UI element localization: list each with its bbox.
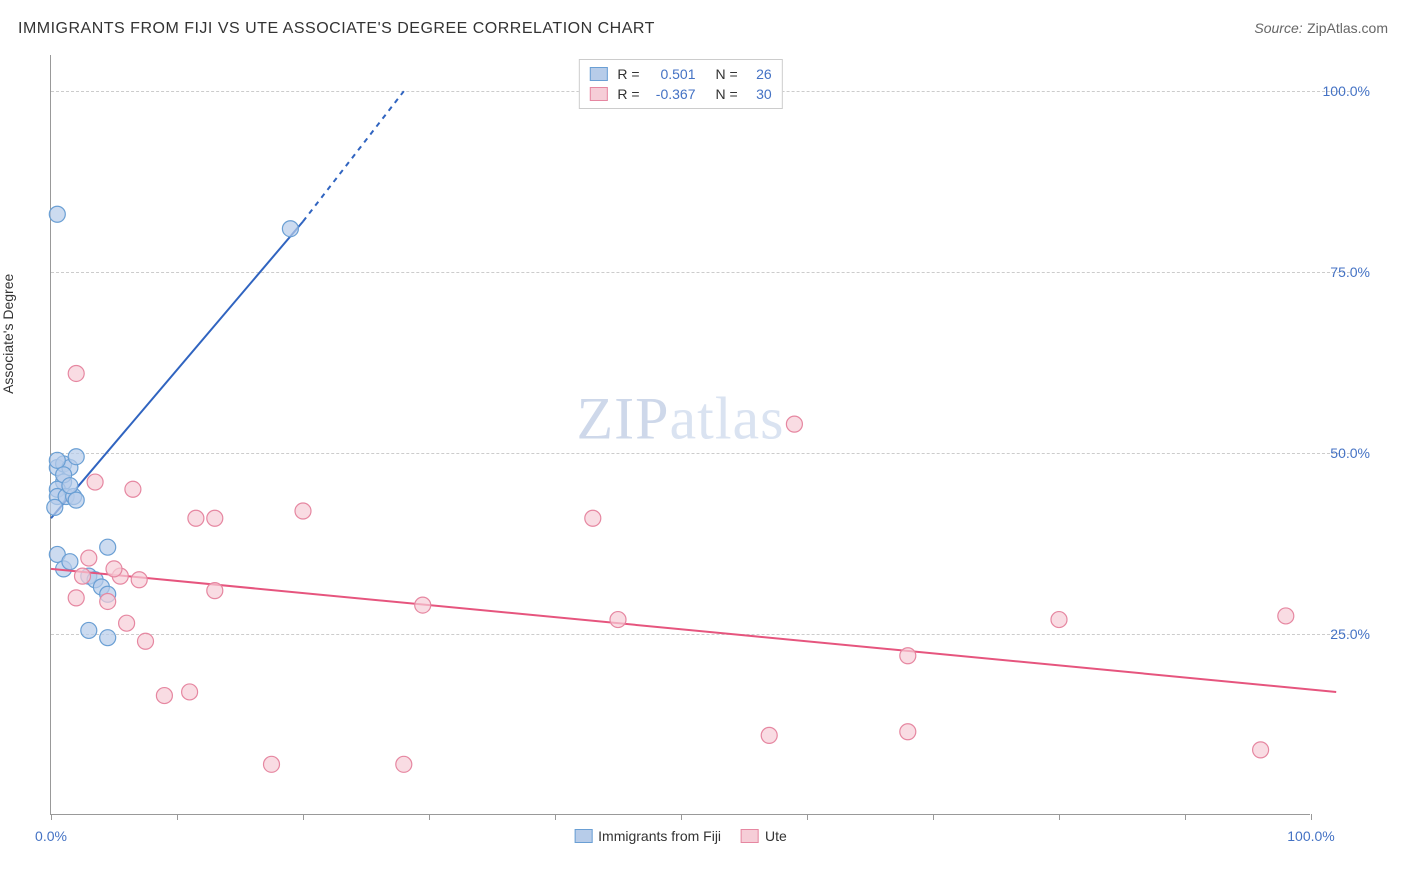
data-point [68, 365, 84, 381]
x-tick [933, 814, 934, 820]
data-point [131, 572, 147, 588]
x-tick [429, 814, 430, 820]
x-tick-label: 100.0% [1287, 828, 1334, 844]
x-tick [681, 814, 682, 820]
x-tick [51, 814, 52, 820]
data-point [62, 478, 78, 494]
y-tick-label: 25.0% [1330, 626, 1370, 642]
legend-bottom-item: Ute [741, 828, 787, 844]
data-point [207, 510, 223, 526]
x-tick [1185, 814, 1186, 820]
data-point [182, 684, 198, 700]
data-point [68, 492, 84, 508]
stat-value-n: 26 [744, 66, 772, 82]
data-point [786, 416, 802, 432]
legend-top: R = 0.501 N = 26 R = -0.367 N = 30 [578, 59, 782, 109]
legend-bottom-item: Immigrants from Fiji [574, 828, 721, 844]
data-point [295, 503, 311, 519]
data-point [761, 727, 777, 743]
legend-label: Ute [765, 828, 787, 844]
stat-label-r: R = [617, 86, 639, 102]
data-point [207, 583, 223, 599]
stat-value-r: 0.501 [646, 66, 696, 82]
stat-value-r: -0.367 [646, 86, 696, 102]
chart-plot-area: ZIPatlas 25.0%50.0%75.0%100.0% 0.0%100.0… [50, 55, 1310, 815]
data-point [282, 221, 298, 237]
x-tick [1311, 814, 1312, 820]
data-point [87, 474, 103, 490]
chart-title: IMMIGRANTS FROM FIJI VS UTE ASSOCIATE'S … [18, 20, 655, 38]
data-point [106, 561, 122, 577]
data-point [610, 612, 626, 628]
source-attribution: Source: ZipAtlas.com [1254, 20, 1388, 38]
data-point [49, 452, 65, 468]
data-point [49, 206, 65, 222]
source-value: ZipAtlas.com [1307, 20, 1388, 36]
data-point [81, 622, 97, 638]
data-point [75, 568, 91, 584]
stat-value-n: 30 [744, 86, 772, 102]
data-point [68, 590, 84, 606]
data-point [415, 597, 431, 613]
x-tick [1059, 814, 1060, 820]
data-point [900, 724, 916, 740]
data-point [585, 510, 601, 526]
data-point [125, 481, 141, 497]
x-tick [177, 814, 178, 820]
source-label: Source: [1254, 20, 1302, 36]
data-point [264, 756, 280, 772]
x-tick [303, 814, 304, 820]
y-tick-label: 50.0% [1330, 445, 1370, 461]
data-point [396, 756, 412, 772]
stat-label-n: N = [716, 86, 738, 102]
data-point [1253, 742, 1269, 758]
data-point [119, 615, 135, 631]
y-tick-label: 100.0% [1323, 83, 1370, 99]
data-point [1051, 612, 1067, 628]
data-point [138, 633, 154, 649]
x-tick [555, 814, 556, 820]
data-point [188, 510, 204, 526]
regression-line [51, 221, 303, 518]
legend-label: Immigrants from Fiji [598, 828, 721, 844]
y-tick-label: 75.0% [1330, 264, 1370, 280]
regression-line [51, 569, 1336, 692]
legend-swatch [574, 829, 592, 843]
data-point [100, 593, 116, 609]
x-tick-label: 0.0% [35, 828, 67, 844]
data-point [62, 554, 78, 570]
data-point [47, 499, 63, 515]
data-point [68, 449, 84, 465]
legend-swatch [741, 829, 759, 843]
legend-row: R = -0.367 N = 30 [589, 84, 771, 104]
data-point [100, 539, 116, 555]
data-point [900, 648, 916, 664]
x-tick [807, 814, 808, 820]
data-point [100, 630, 116, 646]
legend-swatch [589, 87, 607, 101]
legend-row: R = 0.501 N = 26 [589, 64, 771, 84]
data-point [81, 550, 97, 566]
stat-label-r: R = [617, 66, 639, 82]
legend-swatch [589, 67, 607, 81]
y-axis-label: Associate's Degree [0, 274, 16, 394]
data-point [156, 688, 172, 704]
regression-line-dashed [303, 91, 404, 221]
stat-label-n: N = [716, 66, 738, 82]
scatter-svg [51, 55, 1310, 814]
data-point [1278, 608, 1294, 624]
legend-bottom: Immigrants from Fiji Ute [574, 828, 787, 844]
